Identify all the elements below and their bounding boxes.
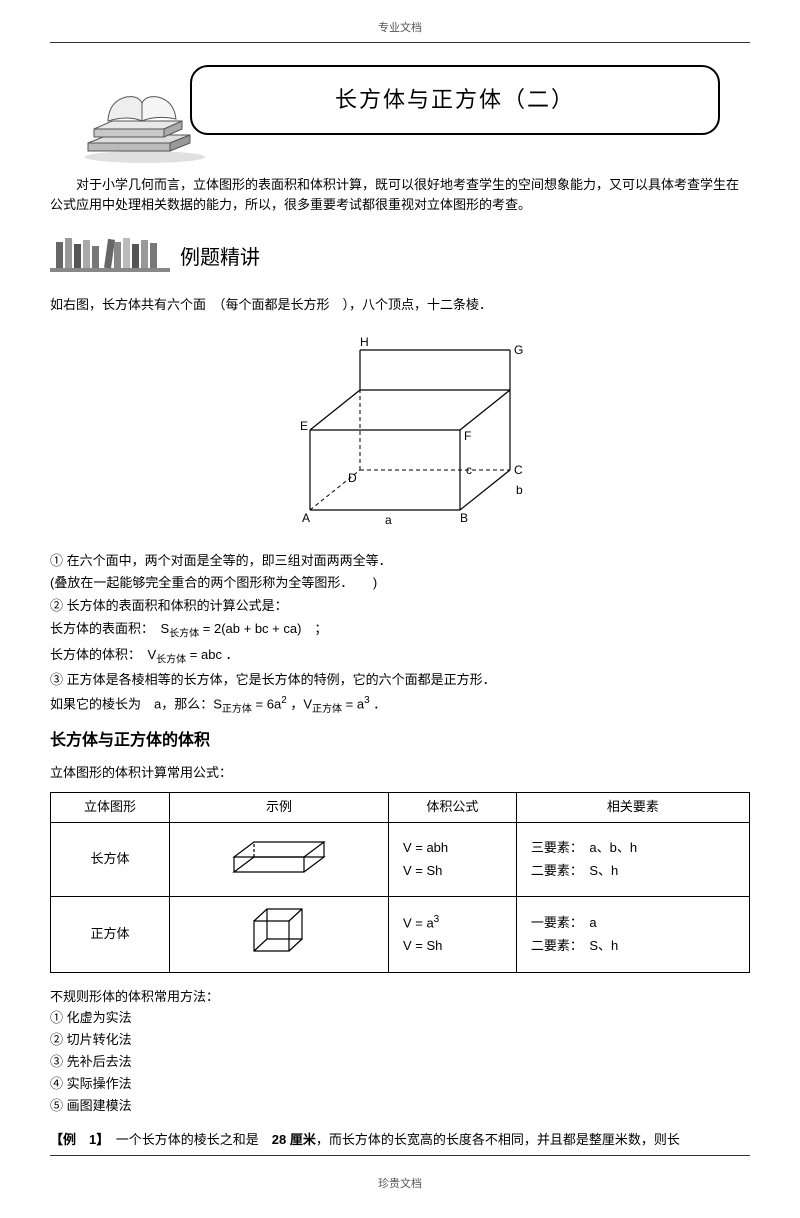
formula-cell: V = a3 V = Sh — [388, 896, 516, 972]
subheading: 长方体与正方体的体积 — [50, 728, 750, 754]
list-item: ④ 实际操作法 — [50, 1074, 750, 1095]
body-text: ① 在六个面中，两个对面是全等的，即三组对面两两全等． — [50, 551, 750, 572]
list-item: ② 切片转化法 — [50, 1030, 750, 1051]
svg-text:c: c — [466, 463, 472, 477]
header-label: 专业文档 — [50, 20, 750, 38]
svg-text:G: G — [514, 343, 523, 357]
volume-table: 立体图形 示例 体积公式 相关要素 长方体 V = abh V = Sh 三要素… — [50, 792, 750, 972]
svg-text:A: A — [302, 511, 310, 525]
methods-list: 不规则形体的体积常用方法： ① 化虚为实法 ② 切片转化法 ③ 先补后去法 ④ … — [50, 987, 750, 1117]
list-item: ⑤ 画图建模法 — [50, 1096, 750, 1117]
body-text: ② 长方体的表面积和体积的计算公式是： — [50, 596, 750, 617]
svg-text:F: F — [464, 429, 471, 443]
intro-text: 对于小学几何而言，立体图形的表面积和体积计算，既可以很好地考查学生的空间想象能力… — [50, 175, 750, 217]
section-title: 例题精讲 — [180, 242, 260, 274]
list-item: ③ 先补后去法 — [50, 1052, 750, 1073]
footer-rule — [50, 1155, 750, 1156]
formula-line: 如果它的棱长为 a，那么：S正方体 = 6a2 ，V正方体 = a3 ． — [50, 693, 750, 718]
formula-cell: V = abh V = Sh — [388, 823, 516, 897]
table-row: 长方体 V = abh V = Sh 三要素： a、b、h 二要素： S、h — [51, 823, 750, 897]
svg-text:b: b — [516, 483, 523, 497]
list-item: ① 化虚为实法 — [50, 1008, 750, 1029]
section-heading: 例题精讲 — [50, 234, 750, 281]
svg-text:E: E — [300, 419, 308, 433]
table-header-row: 立体图形 示例 体积公式 相关要素 — [51, 793, 750, 823]
methods-title: 不规则形体的体积常用方法： — [50, 987, 750, 1008]
table-row: 正方体 V = a3 V = Sh 一要素： a 二要素： S、h — [51, 896, 750, 972]
table-header: 示例 — [169, 793, 388, 823]
footer-label: 珍贵文档 — [50, 1176, 750, 1194]
formula-line: 长方体的表面积： S长方体 = 2(ab + bc + ca) ； — [50, 619, 750, 643]
page-title: 长方体与正方体（二） — [190, 65, 720, 135]
header-rule — [50, 42, 750, 43]
svg-text:B: B — [460, 511, 468, 525]
body-text: ③ 正方体是各棱相等的长方体，它是长方体的特例，它的六个面都是正方形． — [50, 670, 750, 691]
bookshelf-icon — [50, 234, 170, 281]
svg-text:a: a — [385, 513, 392, 527]
cuboid-diagram: A B C D E F G H a b c — [50, 330, 750, 537]
svg-text:H: H — [360, 335, 369, 349]
table-caption: 立体图形的体积计算常用公式： — [50, 763, 750, 784]
example-label: 【例 1】 — [50, 1132, 103, 1147]
formula-line: 长方体的体积： V长方体 = abc ． — [50, 645, 750, 669]
elements-cell: 一要素： a 二要素： S、h — [516, 896, 749, 972]
body-text: 如右图，长方体共有六个面 （每个面都是长方形 ），八个顶点，十二条棱． — [50, 295, 750, 316]
shape-name: 长方体 — [51, 823, 170, 897]
table-header: 立体图形 — [51, 793, 170, 823]
shape-diagram — [169, 823, 388, 897]
title-banner: 长方体与正方体（二） — [50, 55, 750, 165]
shape-diagram — [169, 896, 388, 972]
svg-text:D: D — [348, 471, 357, 485]
body-text: (叠放在一起能够完全重合的两个图形称为全等图形． ) — [50, 573, 750, 594]
svg-text:C: C — [514, 463, 523, 477]
shape-name: 正方体 — [51, 896, 170, 972]
elements-cell: 三要素： a、b、h 二要素： S、h — [516, 823, 749, 897]
table-header: 相关要素 — [516, 793, 749, 823]
table-header: 体积公式 — [388, 793, 516, 823]
